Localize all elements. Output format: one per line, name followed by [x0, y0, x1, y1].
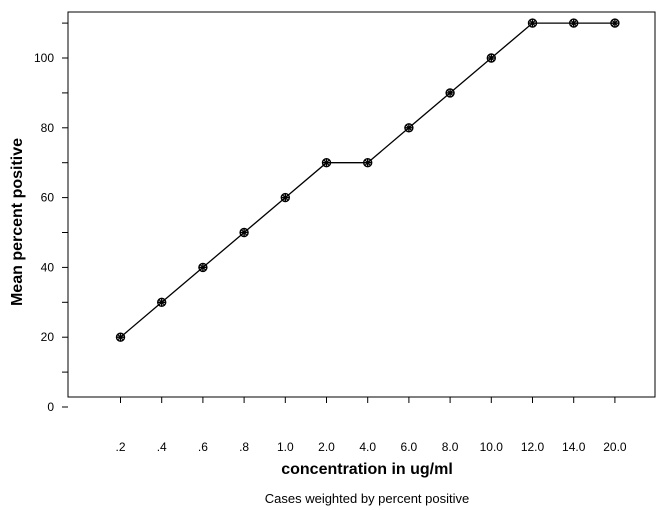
x-tick-label: .4	[157, 440, 167, 454]
chart-footnote: Cases weighted by percent positive	[265, 491, 470, 506]
data-point-marker	[363, 157, 373, 168]
x-tick-label: .8	[239, 440, 249, 454]
data-point-marker	[527, 18, 538, 28]
x-tick-label: 1.0	[277, 440, 294, 454]
data-point-marker	[280, 192, 290, 203]
series-group	[115, 18, 620, 342]
x-tick-label: 10.0	[480, 440, 504, 454]
y-tick-label: 80	[41, 121, 55, 135]
y-tick-label: 100	[34, 51, 54, 65]
y-tick-label: 0	[47, 400, 54, 414]
x-tick-label: 12.0	[521, 440, 545, 454]
y-axis-title: Mean percent positive	[9, 138, 26, 306]
data-point-marker	[239, 227, 249, 238]
x-tick-label: 4.0	[359, 440, 376, 454]
data-point-marker	[610, 18, 620, 28]
y-tick-label: 40	[41, 260, 55, 274]
data-point-marker	[198, 262, 208, 273]
data-point-marker	[115, 332, 126, 342]
x-axis-ticks: .2 .4 .6 .8 1.0 2.0 4.0 6.0 8.0 10.0 12.0 14.0 20.0	[115, 397, 627, 454]
data-point-marker	[404, 123, 414, 133]
data-point-marker	[321, 157, 332, 168]
y-tick-label: 20	[41, 330, 55, 344]
series-line	[120, 22, 615, 338]
data-point-marker	[569, 18, 579, 28]
x-tick-label: 8.0	[442, 440, 459, 454]
y-axis-ticks: 0 20 40 60 80 100	[34, 22, 68, 414]
data-point-marker	[445, 88, 455, 98]
data-point-marker	[486, 53, 496, 63]
x-tick-label: .6	[198, 440, 208, 454]
x-tick-label: 2.0	[318, 440, 335, 454]
x-axis-title: concentration in ug/ml	[281, 461, 453, 478]
plot-frame	[67, 11, 656, 398]
y-tick-label: 60	[41, 191, 55, 205]
x-tick-label: 14.0	[562, 440, 586, 454]
x-tick-label: .2	[115, 440, 125, 454]
x-tick-label: 20.0	[603, 440, 627, 454]
data-point-marker	[156, 297, 167, 307]
x-tick-label: 6.0	[401, 440, 418, 454]
